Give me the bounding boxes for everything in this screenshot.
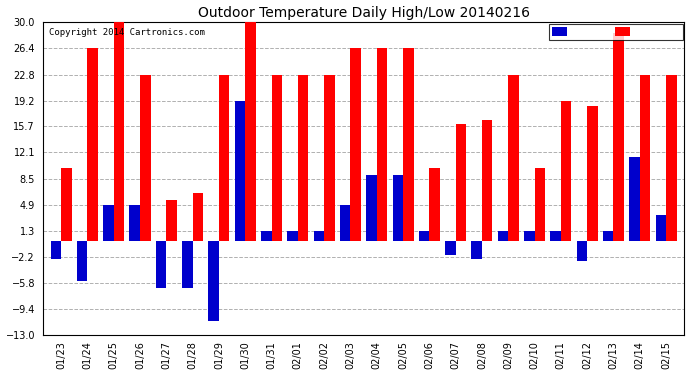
Bar (551, 231, 561, 240)
Bar (535, 168, 545, 240)
Bar (261, 231, 272, 240)
Bar (287, 231, 298, 240)
Bar (393, 175, 403, 240)
Bar (640, 75, 650, 240)
Bar (114, 8, 124, 240)
Title: Outdoor Temperature Daily High/Low 20140216: Outdoor Temperature Daily High/Low 20140… (197, 6, 529, 20)
Bar (351, 48, 361, 240)
Bar (603, 231, 613, 240)
Bar (219, 75, 230, 240)
Bar (61, 168, 72, 240)
Bar (403, 48, 413, 240)
Bar (587, 106, 598, 240)
Bar (298, 75, 308, 240)
Bar (324, 75, 335, 240)
Bar (509, 75, 519, 240)
Bar (482, 120, 493, 240)
Bar (666, 75, 677, 240)
Bar (130, 205, 140, 240)
Bar (429, 168, 440, 240)
Bar (166, 201, 177, 240)
Bar (524, 231, 535, 240)
Bar (208, 240, 219, 321)
Bar (50, 240, 61, 259)
Bar (193, 193, 203, 240)
Bar (104, 205, 114, 240)
Bar (340, 205, 351, 240)
Bar (245, 22, 256, 240)
Bar (577, 240, 587, 261)
Bar (235, 101, 245, 240)
Bar (497, 231, 509, 240)
Text: Copyright 2014 Cartronics.com: Copyright 2014 Cartronics.com (49, 28, 205, 38)
Bar (629, 157, 640, 240)
Bar (77, 240, 88, 280)
Bar (140, 75, 150, 240)
Bar (561, 101, 571, 240)
Legend: Low  (°F), High  (°F): Low (°F), High (°F) (549, 24, 682, 40)
Bar (455, 124, 466, 240)
Bar (613, 33, 624, 240)
Bar (313, 231, 324, 240)
Bar (471, 240, 482, 259)
Bar (272, 75, 282, 240)
Bar (156, 240, 166, 288)
Bar (366, 175, 377, 240)
Bar (419, 231, 429, 240)
Bar (445, 240, 455, 255)
Bar (377, 48, 387, 240)
Bar (88, 48, 98, 240)
Bar (656, 215, 666, 240)
Bar (182, 240, 193, 288)
